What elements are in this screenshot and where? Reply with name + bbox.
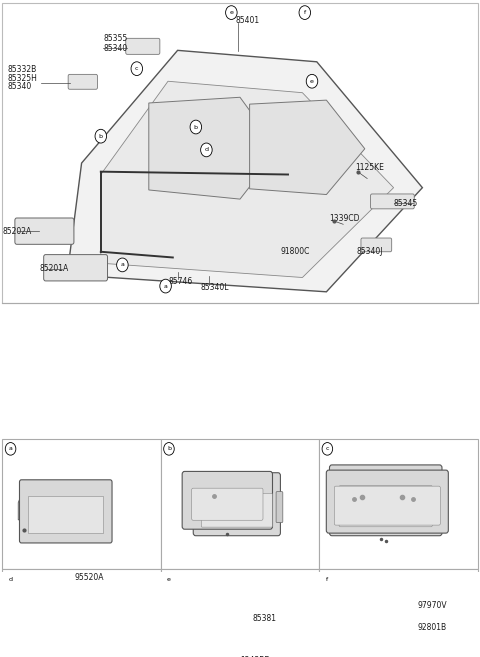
Text: 85340: 85340 [103,43,128,53]
Text: 1125KE: 1125KE [355,163,384,172]
Circle shape [164,443,174,455]
Text: 85235: 85235 [90,487,114,495]
Polygon shape [149,97,278,199]
Text: e: e [167,577,171,581]
FancyBboxPatch shape [44,255,108,281]
Text: 92801B: 92801B [418,623,446,633]
Text: 85746: 85746 [169,277,193,286]
Text: f: f [304,10,306,15]
Circle shape [131,62,143,76]
FancyBboxPatch shape [182,472,273,529]
Text: 1243BE: 1243BE [240,656,269,657]
Text: 1339CD: 1339CD [329,214,360,223]
Text: b: b [194,125,198,129]
Text: e: e [310,79,314,83]
Circle shape [299,6,311,20]
Circle shape [95,129,107,143]
Circle shape [201,143,212,157]
Circle shape [160,279,171,293]
Bar [2,570,161,657]
Circle shape [322,443,333,455]
Text: 85345: 85345 [394,198,418,208]
Bar [319,570,478,657]
Text: 85401: 85401 [235,16,259,24]
FancyBboxPatch shape [193,473,280,535]
Text: 1229MA: 1229MA [78,518,109,527]
FancyBboxPatch shape [326,470,448,533]
Text: 85340L: 85340L [201,283,229,292]
Circle shape [164,573,174,585]
FancyBboxPatch shape [339,486,432,527]
Text: 85202A: 85202A [2,227,32,236]
Polygon shape [101,81,394,277]
FancyBboxPatch shape [329,465,442,535]
Text: a: a [120,262,124,267]
Text: a: a [9,446,12,451]
Bar [2,3,478,304]
FancyBboxPatch shape [361,238,392,252]
Text: d: d [204,147,208,152]
Text: f: f [326,577,328,581]
Bar [2,439,161,570]
Circle shape [117,258,128,272]
Text: 97970V: 97970V [418,601,447,610]
Text: b: b [99,133,103,139]
FancyBboxPatch shape [276,491,283,522]
Text: 91800C: 91800C [281,247,310,256]
Circle shape [190,120,202,134]
Text: 85381: 85381 [252,614,276,623]
Circle shape [306,74,318,88]
FancyBboxPatch shape [371,194,414,209]
FancyBboxPatch shape [191,491,198,522]
Bar [161,570,319,657]
Circle shape [226,6,237,20]
Text: d: d [9,577,12,581]
Polygon shape [18,490,38,520]
Text: 85332B: 85332B [7,65,36,74]
Text: e: e [229,10,233,15]
Circle shape [5,443,16,455]
Text: 85325H: 85325H [7,74,37,83]
Text: 85340: 85340 [7,83,32,91]
Text: c: c [325,446,329,451]
Text: c: c [135,66,139,71]
Circle shape [322,573,333,585]
FancyBboxPatch shape [15,218,74,244]
Text: a: a [164,284,168,288]
FancyBboxPatch shape [192,488,263,520]
Text: b: b [167,446,171,451]
FancyBboxPatch shape [20,480,112,543]
Text: 85355: 85355 [103,34,128,43]
FancyBboxPatch shape [28,495,104,533]
Text: 85201A: 85201A [39,264,69,273]
FancyBboxPatch shape [334,486,440,525]
Polygon shape [250,100,365,194]
Circle shape [5,573,16,585]
FancyBboxPatch shape [126,38,160,55]
Text: 95520A: 95520A [75,573,104,582]
Polygon shape [67,51,422,292]
Bar [319,439,478,570]
Text: 1243BN: 1243BN [406,523,436,532]
Text: 92890A: 92890A [233,443,263,451]
Text: 92800Z: 92800Z [411,480,441,489]
FancyBboxPatch shape [68,74,97,89]
Bar [161,439,319,570]
Text: 85340J: 85340J [356,247,383,256]
FancyBboxPatch shape [201,493,272,527]
